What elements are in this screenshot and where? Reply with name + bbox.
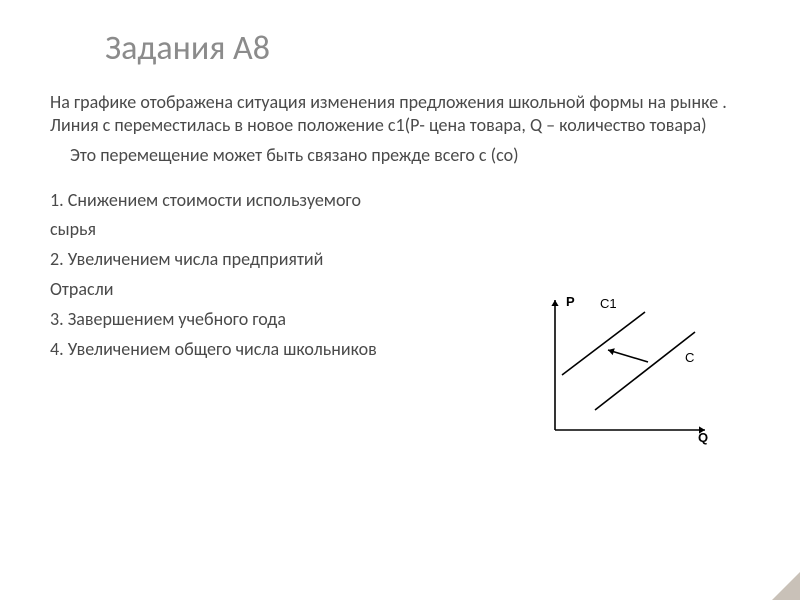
svg-text:C1: C1 [600,296,617,311]
slide-title: Задания А8 [105,28,750,69]
svg-text:P: P [566,294,575,309]
supply-shift-chart: P Q C1 C [530,290,720,455]
chart-svg: P Q C1 C [530,290,720,455]
slide: Задания А8 На графике отображена ситуаци… [0,0,800,600]
question-paragraph-2: Это перемещение может быть связано прежд… [50,144,750,167]
option-1-line-1: 1. Снижением стоимости используемого [50,187,750,215]
question-paragraph-1: На графике отображена ситуация изменения… [50,91,750,136]
page-curl-icon [772,572,800,600]
option-1-line-2: сырья [50,216,750,244]
svg-text:Q: Q [698,430,708,445]
option-2-line-1: 2. Увеличением числа предприятий [50,246,750,274]
svg-text:C: C [685,350,694,365]
